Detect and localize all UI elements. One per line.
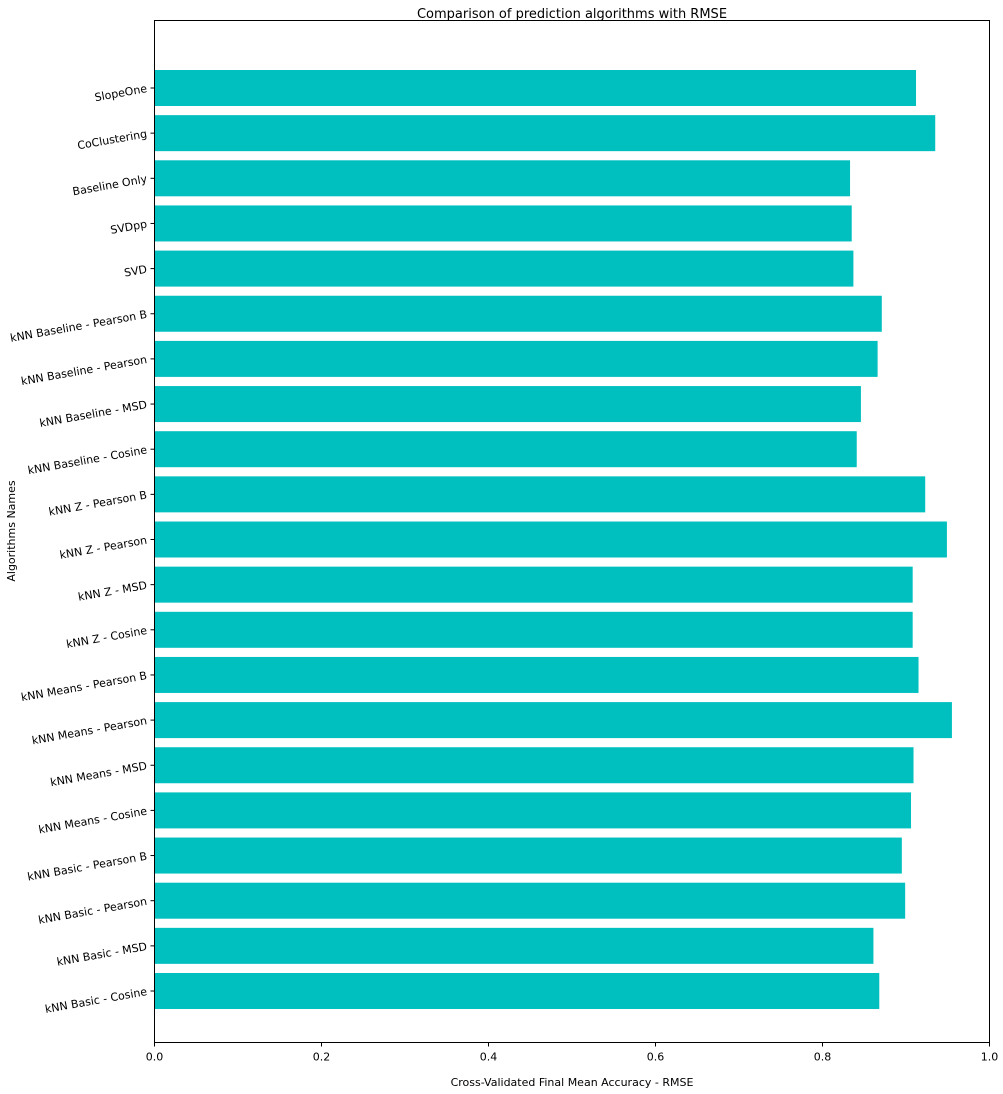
chart-title: Comparison of prediction algorithms with…	[417, 7, 727, 22]
bar-9	[154, 566, 913, 603]
bar-5	[154, 747, 914, 784]
bar-12	[154, 431, 857, 468]
bar-8	[154, 611, 913, 648]
y-tick-label: kNN Means - Pearson	[31, 714, 148, 747]
bar-14	[154, 340, 878, 377]
y-tick-label: kNN Baseline - Pearson	[20, 353, 148, 388]
bar-11	[154, 476, 926, 513]
x-axis-ticks: 0.0 0.2 0.4 0.6 0.8 1.0	[146, 1042, 999, 1064]
bar-17	[154, 205, 852, 242]
bar-2	[154, 882, 906, 919]
y-tick-label: kNN Z - MSD	[77, 579, 148, 604]
y-tick-label: kNN Means - Pearson B	[20, 669, 148, 704]
bar-3	[154, 837, 902, 874]
bars-group	[154, 70, 952, 1009]
y-tick-label: kNN Basic - Cosine	[44, 985, 148, 1016]
bar-0	[154, 973, 880, 1009]
x-tick-label: 0.8	[814, 1051, 832, 1064]
y-tick-label: kNN Z - Pearson B	[48, 489, 148, 519]
x-tick-label: 0.6	[647, 1051, 665, 1064]
bar-6	[154, 702, 952, 739]
bar-18	[154, 160, 851, 197]
y-tick-label: kNN Basic - MSD	[56, 940, 148, 969]
y-tick-label: SlopeOne	[94, 82, 149, 104]
y-tick-label: kNN Z - Pearson	[59, 534, 148, 562]
bar-4	[154, 792, 912, 829]
x-axis-label: Cross-Validated Final Mean Accuracy - RM…	[451, 1076, 694, 1089]
bar-19	[154, 115, 936, 152]
bar-16	[154, 250, 854, 287]
y-tick-label: kNN Basic - Pearson	[37, 895, 148, 927]
y-tick-label: SVDpp	[109, 218, 148, 237]
bar-10	[154, 521, 947, 558]
x-tick-label: 1.0	[981, 1051, 999, 1064]
x-tick-label: 0.2	[313, 1051, 331, 1064]
y-tick-label: Baseline Only	[72, 172, 149, 198]
plot-frame	[154, 20, 990, 1043]
x-tick-label: 0.4	[480, 1051, 498, 1064]
x-tick-label: 0.0	[146, 1051, 164, 1064]
bar-7	[154, 656, 919, 693]
y-axis-ticks: kNN Basic - Cosine kNN Basic - MSD kNN Bas…	[9, 82, 155, 1016]
y-tick-label: SVD	[123, 263, 148, 280]
y-axis-label: Algorithms Names	[5, 480, 18, 582]
y-tick-label: kNN Means - Cosine	[37, 805, 148, 837]
bar-1	[154, 927, 874, 964]
y-tick-label: kNN Means - MSD	[49, 759, 148, 789]
bar-15	[154, 295, 882, 332]
y-tick-label: kNN Baseline - Cosine	[27, 443, 149, 477]
bar-13	[154, 386, 861, 423]
y-tick-label: kNN Baseline - Pearson B	[9, 308, 148, 345]
bar-20	[154, 70, 917, 106]
y-tick-label: kNN Z - Cosine	[65, 624, 148, 651]
y-tick-label: CoClustering	[76, 127, 148, 152]
y-tick-label: kNN Baseline - MSD	[39, 398, 148, 430]
y-tick-label: kNN Basic - Pearson B	[26, 850, 148, 884]
